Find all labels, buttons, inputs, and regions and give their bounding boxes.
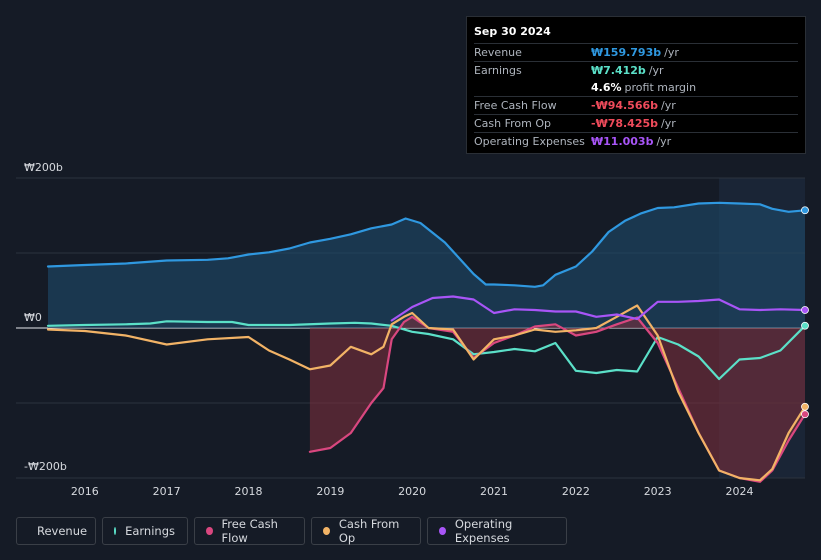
legend-item-operating-expenses[interactable]: Operating Expenses: [427, 517, 567, 545]
legend-label: Earnings: [125, 524, 175, 538]
operating-expenses-line: [390, 295, 807, 322]
tooltip-panel: Sep 30 2024 Revenue ₩159.793b /yr Earnin…: [466, 16, 806, 154]
legend-label: Cash From Op: [338, 517, 400, 545]
tooltip-label: Revenue: [474, 46, 522, 59]
legend-item-free-cash-flow[interactable]: Free Cash Flow: [194, 517, 305, 545]
tooltip-row-margin: 4.6% profit margin: [474, 79, 798, 96]
tooltip-row-free-cash-flow: Free Cash Flow -₩94.566b /yr: [474, 96, 798, 114]
y-label-top: ₩200b: [24, 161, 63, 174]
cash-from-op-dot-icon: [323, 527, 330, 535]
series-areas: [48, 202, 805, 482]
legend-label: Free Cash Flow: [221, 517, 278, 545]
tooltip-value: -₩94.566b: [591, 99, 659, 112]
x-tick-label: 2016: [71, 485, 99, 498]
tooltip-label: Operating Expenses: [474, 135, 585, 148]
free-cash-flow-dot-icon: [206, 527, 213, 535]
tooltip-date: Sep 30 2024: [474, 25, 551, 38]
legend-item-earnings[interactable]: Earnings: [102, 517, 188, 545]
legend: Revenue Earnings Free Cash Flow Cash Fro…: [16, 517, 573, 545]
tooltip-unit: /yr: [661, 99, 676, 112]
x-tick-label: 2021: [480, 485, 508, 498]
tooltip-unit: /yr: [664, 46, 679, 59]
revenue-line: [46, 201, 807, 288]
earnings-endpoint: [801, 321, 809, 330]
revenue-area: [48, 202, 805, 328]
tooltip-value: ₩11.003b: [591, 135, 654, 148]
y-label-bottom: -₩200b: [24, 460, 67, 473]
revenue-endpoint: [801, 206, 809, 215]
tooltip-value: ₩7.412b: [591, 64, 646, 77]
free-cash-flow-endpoint: [801, 410, 809, 419]
x-tick-label: 2020: [398, 485, 426, 498]
tooltip-value: ₩159.793b: [591, 46, 662, 59]
tooltip-unit: /yr: [656, 135, 672, 148]
tooltip-row-operating-expenses: Operating Expenses ₩11.003b /yr: [474, 132, 798, 150]
legend-label: Operating Expenses: [454, 517, 513, 545]
legend-item-cash-from-op[interactable]: Cash From Op: [311, 517, 421, 545]
tooltip-value: 4.6%: [591, 81, 622, 94]
earnings-dot-icon: [114, 527, 117, 535]
tooltip-row-earnings: Earnings ₩7.412b /yr: [474, 61, 798, 79]
legend-label: Revenue: [37, 524, 88, 538]
x-axis: 2016 2017 2018 2019 2020 2021 2022 2023 2024: [71, 485, 754, 498]
series-endpoints: [801, 206, 809, 419]
cash-from-op-endpoint: [801, 402, 809, 411]
earnings-line: [46, 320, 807, 381]
y-label-zero: ₩0: [24, 311, 42, 324]
tooltip-unit: /yr: [648, 64, 664, 77]
tooltip-row-cash-from-op: Cash From Op -₩78.425b /yr: [474, 114, 798, 132]
free-cash-flow-area: [309, 316, 805, 482]
chart: 2016 2017 2018 2019 2020 2021 2022 2023 2024 ₩20…: [16, 161, 809, 498]
tooltip-label: Earnings: [474, 64, 522, 77]
tooltip-label: [474, 79, 591, 96]
tooltip-label: Free Cash Flow: [474, 99, 557, 112]
x-tick-label: 2024: [726, 485, 754, 498]
operating-expenses-dot-icon: [439, 527, 446, 535]
legend-item-revenue[interactable]: Revenue: [16, 517, 96, 545]
cash-from-op-line: [46, 304, 807, 482]
series-lines: [46, 201, 807, 483]
tooltip-row-revenue: Revenue ₩159.793b /yr: [474, 43, 798, 61]
x-tick-label: 2022: [562, 485, 590, 498]
operating-expenses-endpoint: [801, 306, 809, 314]
tooltip-value: -₩78.425b: [591, 117, 659, 130]
x-tick-label: 2019: [316, 485, 344, 498]
x-tick-label: 2018: [235, 485, 263, 498]
tooltip-label: Cash From Op: [474, 117, 552, 130]
x-tick-label: 2023: [644, 485, 672, 498]
tooltip-unit: profit margin: [624, 81, 697, 94]
tooltip-unit: /yr: [661, 117, 676, 130]
x-tick-label: 2017: [153, 485, 181, 498]
